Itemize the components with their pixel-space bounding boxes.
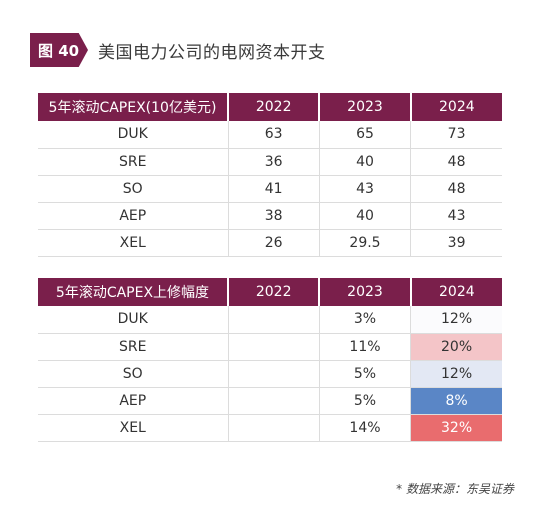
value-2024: 8% xyxy=(410,387,502,415)
value-2023: 3% xyxy=(318,306,411,334)
company-name: SO xyxy=(38,360,228,388)
value-2024: 32% xyxy=(410,414,502,442)
header-label: 5年滚动CAPEX上修幅度 xyxy=(38,278,228,306)
company-name: DUK xyxy=(38,306,228,334)
value-2023: 65 xyxy=(318,121,411,149)
header-2022: 2022 xyxy=(226,93,320,121)
company-name: SRE xyxy=(38,148,228,176)
capex-table: 5年滚动CAPEX(10亿美元) 2022 2023 2024 DUK 63 6… xyxy=(38,93,502,257)
header-2024: 2024 xyxy=(409,278,502,306)
value-2023: 5% xyxy=(318,387,411,415)
value-2023: 14% xyxy=(318,414,411,442)
table-row: DUK 3% 12% xyxy=(38,306,502,334)
value-2022: 38 xyxy=(227,202,320,230)
source-note: * 数据来源：东吴证券 xyxy=(396,482,514,496)
table-row: XEL 26 29.5 39 xyxy=(38,229,502,257)
company-name: XEL xyxy=(38,229,228,257)
figure-tag: 图 40 xyxy=(30,33,88,67)
company-name: XEL xyxy=(38,414,228,442)
value-2022 xyxy=(227,387,320,415)
value-2023: 29.5 xyxy=(318,229,411,257)
table-row: SRE 11% 20% xyxy=(38,333,502,361)
table-header-row: 5年滚动CAPEX(10亿美元) 2022 2023 2024 xyxy=(38,93,502,121)
header-2022: 2022 xyxy=(226,278,320,306)
value-2023: 5% xyxy=(318,360,411,388)
value-2022 xyxy=(227,414,320,442)
value-2023: 11% xyxy=(318,333,411,361)
table-header-row: 5年滚动CAPEX上修幅度 2022 2023 2024 xyxy=(38,278,502,306)
figure-header: 图 40 美国电力公司的电网资本开支 xyxy=(30,33,326,67)
header-2023: 2023 xyxy=(318,278,411,306)
value-2022: 36 xyxy=(227,148,320,176)
value-2024: 20% xyxy=(410,333,502,361)
value-2023: 43 xyxy=(318,175,411,203)
value-2024: 43 xyxy=(410,202,502,230)
table-row: DUK 63 65 73 xyxy=(38,121,502,149)
company-name: SO xyxy=(38,175,228,203)
table-row: AEP 38 40 43 xyxy=(38,202,502,230)
value-2023: 40 xyxy=(318,202,411,230)
value-2022: 41 xyxy=(227,175,320,203)
table-row: SRE 36 40 48 xyxy=(38,148,502,176)
value-2024: 12% xyxy=(410,306,502,334)
value-2024: 73 xyxy=(410,121,502,149)
value-2023: 40 xyxy=(318,148,411,176)
value-2022 xyxy=(227,333,320,361)
table-row: SO 5% 12% xyxy=(38,360,502,388)
company-name: AEP xyxy=(38,202,228,230)
value-2022 xyxy=(227,306,320,334)
company-name: SRE xyxy=(38,333,228,361)
company-name: AEP xyxy=(38,387,228,415)
value-2024: 12% xyxy=(410,360,502,388)
value-2022: 63 xyxy=(227,121,320,149)
header-label: 5年滚动CAPEX(10亿美元) xyxy=(38,93,228,121)
figure-title: 美国电力公司的电网资本开支 xyxy=(98,42,326,63)
table-row: XEL 14% 32% xyxy=(38,414,502,442)
value-2024: 39 xyxy=(410,229,502,257)
capex-revision-table: 5年滚动CAPEX上修幅度 2022 2023 2024 DUK 3% 12% … xyxy=(38,278,502,442)
value-2022 xyxy=(227,360,320,388)
value-2022: 26 xyxy=(227,229,320,257)
value-2024: 48 xyxy=(410,175,502,203)
company-name: DUK xyxy=(38,121,228,149)
table-row: SO 41 43 48 xyxy=(38,175,502,203)
header-2024: 2024 xyxy=(409,93,502,121)
value-2024: 48 xyxy=(410,148,502,176)
header-2023: 2023 xyxy=(318,93,411,121)
table-row: AEP 5% 8% xyxy=(38,387,502,415)
